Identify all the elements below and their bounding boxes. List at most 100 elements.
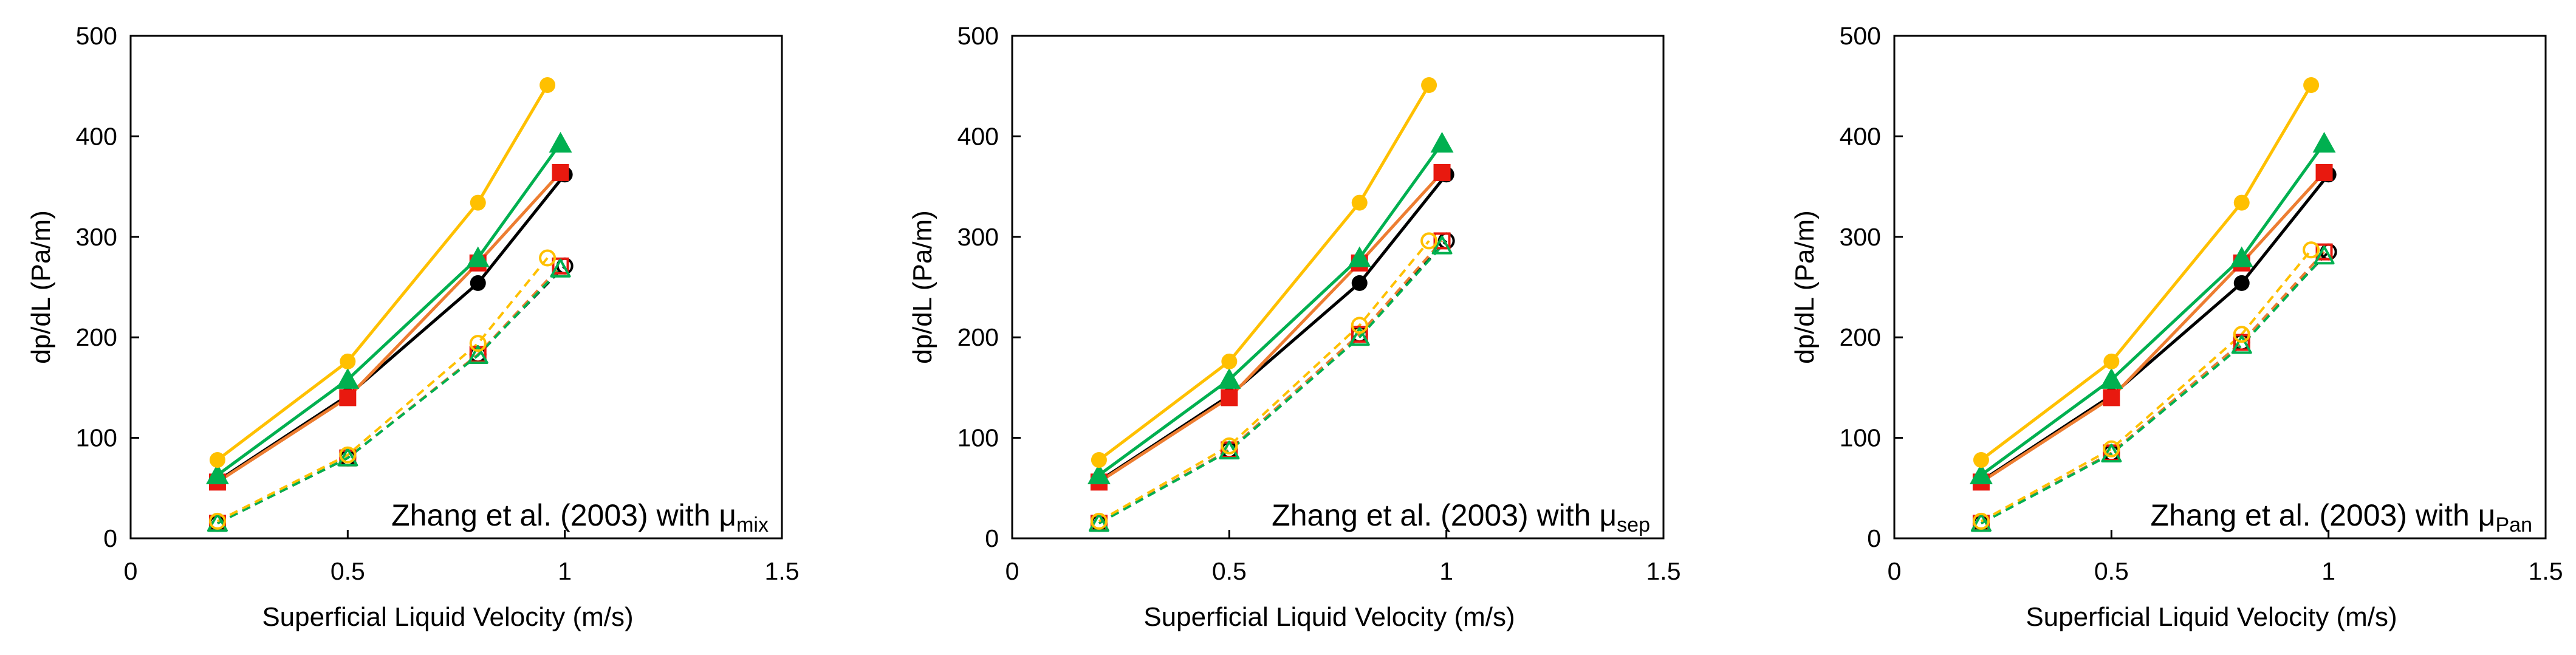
y-tick-label: 300 [957,223,999,251]
series-line-model-yellow [1980,249,2312,523]
data-point-experiment-red [1221,389,1238,406]
model-annotation: Zhang et al. (2003) with μsep [1272,498,1650,537]
x-tick-label: 0 [1005,557,1019,585]
data-point-experiment-green [336,368,360,389]
series-line-model-red [1980,251,2325,524]
data-point-model-yellow [1420,232,1438,250]
x-tick-label: 0.5 [2094,557,2129,585]
y-tick-label: 300 [1840,223,1881,251]
y-axis-label: dp/dL (Pa/m) [1790,210,1820,364]
series-line-experiment-yellow [216,84,549,461]
data-point-experiment-red [552,163,569,181]
data-point-experiment-yellow [2233,194,2250,211]
data-point-model-yellow [1972,512,1990,530]
data-point-experiment-green [1218,368,1241,389]
y-tick-label: 400 [957,122,999,150]
series-line-model-green [1980,255,2325,524]
series-line-model-green [1098,245,1444,524]
x-tick-label: 1 [558,557,572,585]
y-tick-label: 500 [1840,22,1881,50]
series-line-model-red [1098,240,1444,524]
data-point-model-green [1349,327,1370,346]
data-point-experiment-green [2230,246,2253,267]
data-point-model-green [1970,513,1992,532]
data-point-experiment-red [2315,163,2333,181]
y-tick-label: 400 [1840,122,1881,150]
series-line-experiment-red [1980,171,2326,484]
data-point-model-green [1088,513,1109,532]
x-tick-label: 1 [1439,557,1453,585]
y-tick-label: 0 [103,524,117,552]
data-point-model-green [2314,245,2335,265]
y-tick-label: 200 [957,323,999,351]
series-line-experiment-yellow [1980,84,2313,461]
data-point-model-green [1431,235,1453,255]
x-axis-label: Superficial Liquid Velocity (m/s) [1143,602,1515,632]
data-point-experiment-yellow [1973,451,1989,468]
data-point-experiment-yellow [470,194,486,211]
data-point-model-yellow [539,249,557,267]
data-point-model-yellow [2233,326,2250,343]
series-line-model-black [1980,251,2330,524]
plot-frame [1011,35,1665,540]
x-tick-label: 1.5 [765,557,800,585]
series-line-experiment-green [1098,142,1444,476]
data-point-experiment-yellow [1091,451,1107,468]
data-point-experiment-red [2103,389,2120,406]
data-point-model-yellow [1221,437,1238,454]
data-point-experiment-yellow [2303,77,2320,94]
data-point-experiment-yellow [540,77,556,94]
data-point-model-green [207,513,228,532]
x-tick-label: 0 [1888,557,1902,585]
data-point-model-green [337,447,358,467]
y-tick-label: 300 [76,223,117,251]
plot-frame [129,35,783,540]
series-line-experiment-green [1980,142,2326,476]
x-tick-label: 1.5 [1646,557,1681,585]
y-tick-label: 400 [76,122,117,150]
chart-panel-3: 0 100 200 300 400 500 0 0.5 1 1.5 Superficial Liqu… [1790,22,2563,632]
x-tick-label: 0.5 [1212,557,1247,585]
x-tick-label: 1.5 [2529,557,2563,585]
data-point-model-green [467,345,488,364]
data-point-experiment-green [205,463,229,484]
data-point-model-yellow [2303,241,2320,259]
data-point-experiment-green [1969,463,1993,484]
data-point-model-green [550,258,571,278]
y-tick-label: 100 [1840,424,1881,452]
data-point-model-yellow [339,446,357,464]
y-tick-label: 0 [1867,524,1881,552]
data-point-experiment-green [1087,463,1111,484]
data-point-experiment-yellow [1421,77,1437,94]
y-tick-label: 100 [957,424,999,452]
data-point-model-red [2315,243,2333,261]
series-line-model-green [217,268,561,524]
data-point-experiment-red [1433,163,1451,181]
y-tick-label: 500 [76,22,117,50]
data-point-experiment-black [1351,275,1368,291]
chart-panel-1: 0 100 200 300 400 500 0 0.5 1 1.5 Superficial Liqu… [26,22,800,632]
y-axis-label: dp/dL (Pa/m) [908,210,937,364]
x-axis-label: Superficial Liquid Velocity (m/s) [2026,602,2397,632]
data-point-experiment-yellow [1351,194,1368,211]
data-point-model-green [2231,335,2252,354]
data-point-experiment-green [2100,368,2123,389]
series-line-model-black [217,265,566,524]
y-axis-label: dp/dL (Pa/m) [26,210,56,364]
data-point-model-yellow [1090,512,1108,530]
y-tick-label: 200 [76,323,117,351]
data-point-experiment-green [1348,246,1371,267]
data-point-experiment-green [2312,131,2336,153]
data-point-experiment-yellow [1221,353,1238,369]
data-point-experiment-green [466,246,490,267]
x-axis-label: Superficial Liquid Velocity (m/s) [262,602,633,632]
plot-frame [1893,35,2547,540]
y-tick-label: 100 [76,424,117,452]
data-point-model-yellow [208,512,226,530]
data-point-experiment-black [470,275,486,291]
y-tick-label: 500 [957,22,999,50]
data-point-model-red [1433,232,1451,250]
data-point-experiment-black [2233,275,2250,291]
series-line-model-yellow [1098,240,1430,523]
